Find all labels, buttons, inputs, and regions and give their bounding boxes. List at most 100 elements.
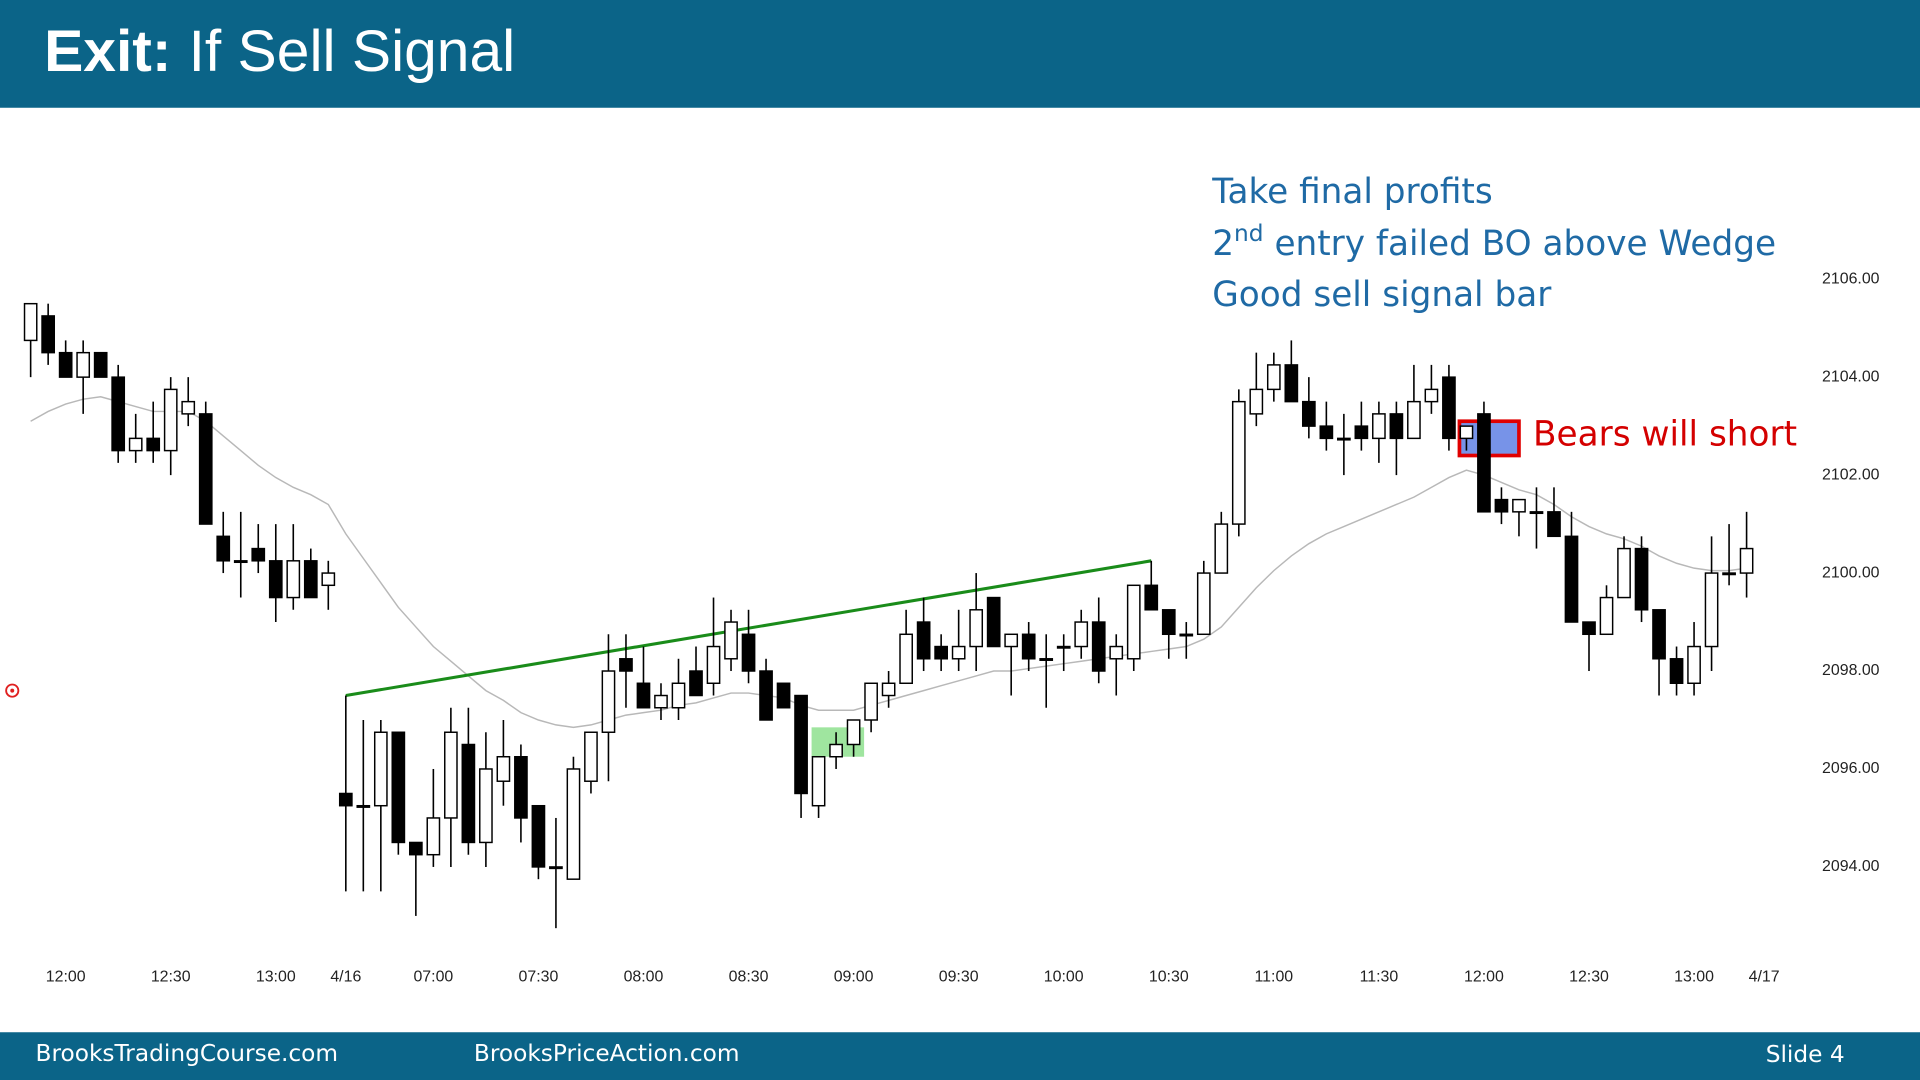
candle-body [163, 388, 178, 452]
candle-body [321, 572, 336, 587]
candle-body [303, 560, 318, 599]
candle-body [1599, 596, 1614, 636]
candle-body [1564, 535, 1579, 623]
candle-body [934, 645, 949, 660]
candle-body [1494, 498, 1509, 513]
x-tick-label: 4/16 [330, 968, 361, 985]
candle-body [23, 302, 38, 342]
candle-body [426, 817, 441, 856]
candle-body [969, 609, 984, 648]
candle-body [1039, 658, 1054, 661]
slide-number: Slide 4 [1766, 1041, 1845, 1068]
candle-body [986, 596, 1001, 648]
note-superscript: nd [1234, 219, 1264, 246]
candle-body [41, 315, 56, 354]
candle-body [1582, 621, 1596, 636]
candle-body [1529, 511, 1544, 515]
x-tick-label: 09:30 [939, 968, 979, 985]
x-tick-label: 12:00 [46, 968, 86, 985]
note-part: 2 [1212, 223, 1234, 263]
y-tick-label: 2094.00 [1822, 858, 1880, 875]
candle-body [1214, 523, 1229, 574]
plot [23, 302, 1754, 929]
candle-body [1459, 425, 1474, 440]
candle-body [146, 437, 161, 452]
candle-body [111, 376, 126, 452]
candle-body [706, 645, 721, 684]
note-part: entry failed BO above Wedge [1264, 223, 1776, 263]
candle-body [1547, 511, 1561, 538]
candle-body [76, 351, 91, 378]
candle-body [1477, 413, 1491, 513]
x-tick-label: 07:30 [519, 968, 559, 985]
candle-body [128, 437, 143, 452]
x-tick-label: 11:30 [1360, 968, 1399, 985]
candle-body [829, 743, 843, 758]
candle-body [514, 756, 528, 819]
candle-body [584, 731, 598, 782]
candle-body [1389, 413, 1404, 440]
candle-body [1652, 609, 1666, 660]
candle-body [391, 731, 406, 844]
candle-body [1161, 609, 1176, 636]
candle-body [1634, 547, 1649, 611]
candle-body [1249, 388, 1264, 415]
x-tick-label: 08:30 [729, 968, 769, 985]
x-tick-label: 12:00 [1464, 968, 1504, 985]
candle-body [811, 756, 826, 807]
signal-label: Bears will short [1533, 414, 1797, 454]
candle-body [496, 756, 511, 782]
candle-body [1704, 572, 1719, 648]
candle-body [1231, 400, 1246, 525]
footer-link: BrooksTradingCourse.com [36, 1040, 339, 1067]
candle-body [549, 866, 563, 870]
candle-body [233, 560, 248, 564]
candle-body [724, 621, 738, 660]
candle-body [479, 768, 493, 844]
candle-body [951, 645, 966, 660]
y-tick-label: 2096.00 [1822, 760, 1880, 777]
x-tick-label: 11:00 [1255, 968, 1294, 985]
candle-body [356, 804, 371, 808]
candle-body [1126, 584, 1141, 660]
footer-bar [0, 1032, 1920, 1080]
candle-body [531, 804, 546, 868]
candle-body [846, 719, 861, 746]
candle-body [1424, 388, 1439, 403]
candle-body [1021, 633, 1036, 660]
y-tick-label: 2104.00 [1822, 368, 1880, 385]
candle-body [881, 682, 896, 697]
x-tick-label: 13:00 [256, 968, 296, 985]
candle-body [216, 535, 231, 562]
candle-body [899, 633, 913, 684]
x-tick-label: 4/17 [1749, 968, 1780, 985]
candle-body [1739, 547, 1754, 574]
candle-body [566, 768, 581, 880]
candle-body [1722, 572, 1736, 576]
cursor [5, 683, 20, 698]
candle-body [268, 560, 283, 599]
x-tick-label: 09:00 [834, 968, 874, 985]
candle-body [58, 351, 73, 378]
candle-body [1284, 364, 1299, 403]
y-tick-label: 2100.00 [1822, 564, 1880, 581]
candle-body [1301, 400, 1316, 427]
candle-body [601, 670, 616, 733]
candle-body [759, 670, 773, 721]
candle-body [461, 743, 476, 844]
note: Take final profits [1211, 172, 1492, 212]
candle-body [1337, 437, 1351, 441]
candle-body [1074, 621, 1089, 648]
candle-body [1372, 413, 1386, 440]
candle-body [338, 792, 353, 807]
candle-body [741, 633, 756, 672]
y-tick-label: 2098.00 [1822, 662, 1880, 679]
candle-body [1144, 584, 1159, 611]
candle-body [689, 670, 703, 697]
note: Good sell signal bar [1212, 275, 1552, 315]
candle-body [1354, 425, 1369, 440]
candle-body [1091, 621, 1106, 672]
x-tick-label: 07:00 [413, 968, 453, 985]
